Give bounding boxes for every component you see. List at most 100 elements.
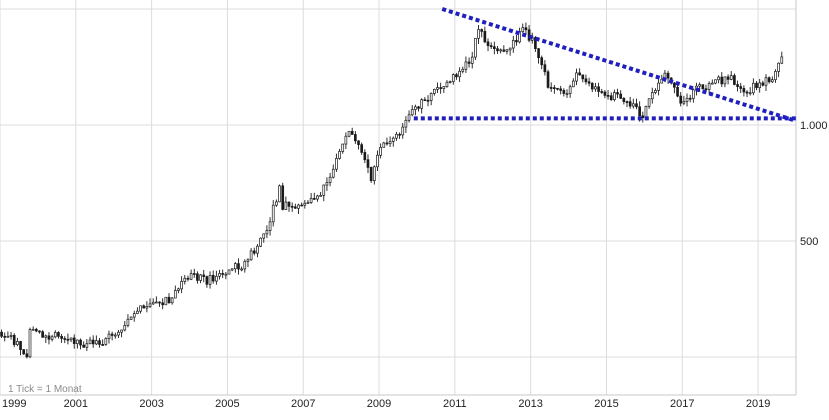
candle-up [432, 88, 436, 94]
candle-up [129, 316, 133, 320]
candle-down [676, 86, 679, 97]
candle-down [755, 82, 758, 89]
candle-up [31, 328, 35, 331]
candle-up [714, 79, 717, 84]
candle-down [455, 74, 458, 78]
candle-up [123, 325, 127, 331]
candle-up [568, 86, 572, 94]
candle-up [6, 335, 10, 338]
candle-up [271, 204, 275, 223]
candle-up [451, 74, 455, 82]
candle-down [82, 344, 86, 348]
candle-down [606, 95, 610, 97]
candle-down [761, 82, 765, 86]
candle-down [546, 71, 550, 88]
candle-down [312, 197, 316, 200]
candle-up [316, 195, 319, 200]
candle-up [458, 70, 461, 78]
candle-up [297, 204, 300, 209]
candle-down [3, 335, 7, 338]
candle-down [578, 72, 581, 76]
candle-up [335, 158, 338, 170]
candle-down [736, 84, 739, 87]
candle-down [609, 95, 613, 100]
candle-down [192, 273, 196, 275]
candle-down [720, 76, 724, 85]
candle-down [38, 330, 41, 333]
candle-up [448, 81, 452, 83]
candle-up [107, 333, 111, 339]
candle-down [287, 201, 291, 207]
candle-up [303, 202, 307, 206]
candle-up [344, 135, 348, 145]
candle-up [752, 82, 755, 94]
candle-up [173, 290, 177, 299]
candle-down [616, 92, 619, 95]
candle-up [338, 151, 341, 159]
candle-down [622, 98, 626, 102]
candle-up [268, 221, 272, 231]
candle-down [423, 99, 427, 102]
candle-up [113, 334, 117, 337]
candle-down [590, 82, 594, 90]
candle-down [417, 106, 420, 109]
candle-down [559, 88, 563, 91]
candle-up [511, 40, 515, 49]
candle-down [398, 133, 401, 136]
candles [0, 22, 784, 359]
candle-down [496, 48, 499, 52]
candle-up [240, 268, 243, 271]
descending-trendline [441, 7, 797, 123]
candle-up [227, 269, 231, 275]
candle-up [613, 92, 616, 100]
candle-up [685, 97, 689, 102]
candle-up [631, 103, 635, 107]
candle-up [644, 105, 648, 119]
candle-up [470, 56, 474, 64]
candle-down [196, 273, 199, 281]
candle-down [562, 90, 566, 94]
candle-up [388, 141, 392, 145]
candle-up [521, 27, 525, 32]
candle-down [704, 88, 708, 91]
candle-up [770, 79, 774, 83]
candle-up [275, 201, 278, 206]
candle-down [237, 263, 240, 270]
candle-down [439, 87, 442, 89]
candle-up [278, 185, 281, 203]
candle-down [161, 302, 165, 306]
x-tick-label: 2011 [443, 398, 467, 410]
candle-up [76, 339, 79, 344]
candle-up [233, 263, 237, 270]
candle-up [44, 335, 48, 338]
candle-down [515, 40, 518, 43]
candle-up [647, 98, 651, 107]
candle-up [657, 82, 660, 91]
candle-up [306, 202, 310, 204]
candle-up [780, 56, 784, 64]
candle-up [774, 71, 777, 81]
candle-up [132, 313, 136, 318]
x-tick-label: 2017 [670, 398, 694, 410]
candle-down [101, 344, 104, 346]
candle-down [619, 93, 623, 99]
candle-down [25, 353, 29, 358]
candle-down [489, 45, 493, 48]
candle-up [259, 237, 262, 247]
candle-down [300, 204, 303, 207]
candle-down [767, 77, 771, 83]
x-tick-label: 2007 [291, 398, 315, 410]
candle-down [79, 339, 82, 346]
candle-up [177, 288, 180, 291]
candle-up [151, 301, 155, 305]
candle-up [208, 274, 212, 285]
candle-up [136, 310, 139, 314]
candle-up [53, 332, 57, 338]
candle-down [142, 305, 146, 309]
candle-down [673, 82, 676, 88]
candle-down [211, 274, 215, 282]
candle-up [764, 77, 768, 86]
candle-up [692, 89, 695, 99]
x-tick-label: 2009 [367, 398, 391, 410]
candle-up [748, 92, 752, 95]
